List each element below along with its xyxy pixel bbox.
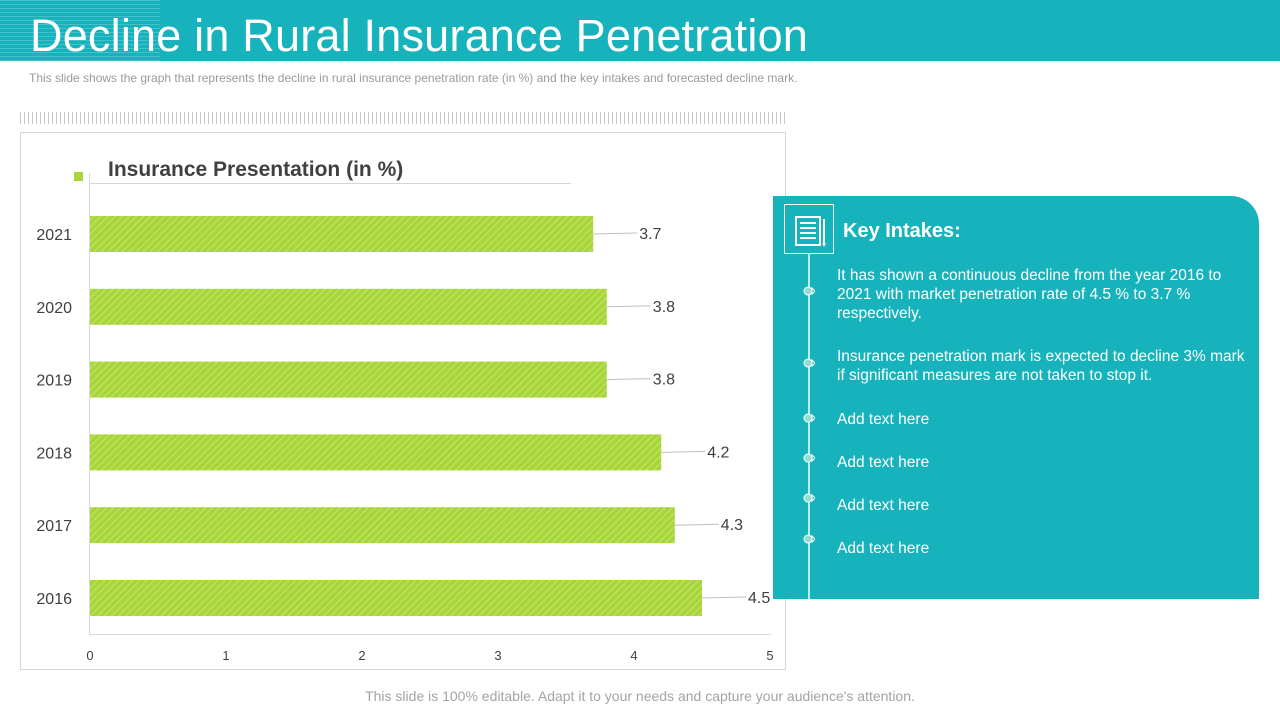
bullet-icon — [803, 453, 815, 463]
key-intake-item: Add text here — [837, 454, 930, 471]
panel-heading: Key Intakes: — [843, 220, 961, 242]
data-label-leader — [606, 305, 651, 308]
timeline-line — [808, 254, 810, 599]
data-label-leader — [701, 596, 747, 599]
page-subtitle: This slide shows the graph that represen… — [29, 71, 798, 85]
data-label-leader — [661, 450, 706, 453]
bullet-icon — [803, 493, 815, 503]
chart-title-marker — [74, 172, 83, 181]
key-intakes-panel: Key Intakes: It has shown a continuous d… — [773, 196, 1259, 599]
bar-2018 — [90, 434, 662, 471]
category-label: 2019 — [36, 373, 72, 390]
document-icon — [784, 204, 834, 254]
key-intake-item: Add text here — [837, 411, 930, 428]
key-intake-item: Add text here — [837, 497, 930, 514]
data-label: 4.5 — [748, 590, 770, 607]
key-intake-item: Insurance penetration mark is expected t… — [837, 348, 1245, 384]
title-bar-stripes — [0, 0, 160, 61]
bar-series: 2021 3.7 2020 3.8 2019 3.8 2018 4.2 2017 4.3 2016 4… — [36, 216, 770, 616]
chart-title: Insurance Presentation (in %) — [108, 158, 403, 181]
category-label: 2018 — [36, 445, 72, 462]
bar-2021 — [90, 216, 594, 252]
bullet-icon — [803, 358, 815, 368]
title-bar: Decline in Rural Insurance Penetration — [0, 0, 1280, 61]
bar-chart: Insurance Presentation (in %) 2021 3.7202… — [36, 158, 773, 663]
footer-note: This slide is 100% editable. Adapt it to… — [365, 688, 915, 704]
bar-2019 — [90, 361, 607, 398]
x-tick-label: 1 — [222, 648, 229, 663]
data-label-leader — [593, 232, 638, 235]
data-label: 4.2 — [707, 444, 729, 461]
bar-2017 — [90, 507, 675, 544]
key-intake-item: Add text here — [837, 540, 930, 557]
bullet-icon — [803, 413, 815, 423]
bullet-icon — [803, 534, 815, 544]
data-label-leader — [674, 523, 719, 526]
bullet-icon — [803, 286, 815, 296]
bar-2020 — [90, 288, 607, 325]
key-intake-item: It has shown a continuous decline from t… — [837, 267, 1222, 322]
page-title: Decline in Rural Insurance Penetration — [30, 10, 809, 61]
category-label: 2020 — [36, 300, 72, 317]
category-label: 2016 — [36, 591, 72, 608]
x-tick-label: 4 — [630, 648, 637, 663]
data-label-leader — [606, 378, 651, 381]
x-tick-label: 0 — [86, 648, 93, 663]
data-label: 3.7 — [639, 226, 661, 243]
data-label: 3.8 — [653, 299, 675, 316]
chart-container: Insurance Presentation (in %) 2021 3.7 202… — [20, 132, 786, 670]
x-axis-ticks: 0 1 2 3 4 5 — [86, 648, 773, 663]
x-tick-label: 5 — [766, 648, 773, 663]
data-label: 3.8 — [653, 372, 675, 389]
dashed-divider — [20, 112, 786, 124]
category-label: 2021 — [36, 227, 72, 244]
data-label: 4.3 — [721, 517, 743, 534]
x-tick-label: 3 — [494, 648, 501, 663]
x-tick-label: 2 — [358, 648, 365, 663]
bar-2016 — [90, 580, 702, 616]
category-label: 2017 — [36, 518, 72, 535]
